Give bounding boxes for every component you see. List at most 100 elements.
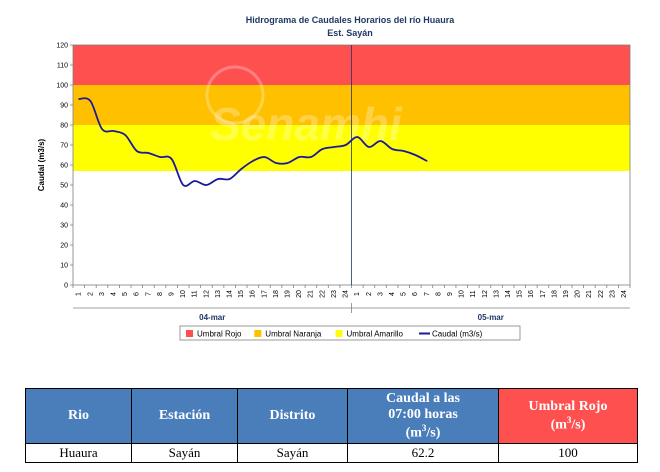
x-tick-label: 12 xyxy=(203,290,210,298)
header-umbral-unit-pre: (m xyxy=(550,417,567,433)
y-tick-label: 120 xyxy=(56,43,68,50)
caudal-point xyxy=(229,178,231,180)
caudal-point xyxy=(414,154,416,156)
y-tick-label: 70 xyxy=(60,143,68,150)
y-tick-label: 90 xyxy=(60,103,68,110)
x-tick-label: 8 xyxy=(157,292,164,296)
day-labels: 04-mar 05-mar xyxy=(199,313,504,322)
x-tick-label: 12 xyxy=(482,290,489,298)
caudal-point xyxy=(287,162,289,164)
caudal-point xyxy=(78,98,80,100)
x-tick-label: 18 xyxy=(273,290,280,298)
x-tick-label: 14 xyxy=(227,290,234,298)
cell-umbral: 100 xyxy=(498,443,638,463)
y-tick-label: 10 xyxy=(60,263,68,270)
x-tick-label: 4 xyxy=(389,292,396,296)
caudal-point xyxy=(252,160,254,162)
cell-estacion: Sayán xyxy=(131,443,238,463)
header-caudal-unit-sup: 3 xyxy=(421,422,427,433)
legend-swatch xyxy=(186,330,193,337)
caudal-point xyxy=(101,128,103,130)
caudal-point xyxy=(345,144,347,146)
caudal-point xyxy=(321,148,324,150)
watermark-text: Senamhi xyxy=(210,98,403,150)
header-caudal-unit-post: /s) xyxy=(426,425,441,441)
header-umbral-unit-post: /s) xyxy=(571,417,586,433)
x-tick-label: 15 xyxy=(517,290,524,298)
x-tick-label: 15 xyxy=(238,290,245,298)
x-tick-label: 24 xyxy=(343,290,350,298)
x-tick-label: 6 xyxy=(134,292,141,296)
x-tick-label: 7 xyxy=(145,292,152,296)
x-tick-label: 19 xyxy=(285,290,292,298)
x-tick-label: 3 xyxy=(377,292,384,296)
y-tick-label: 100 xyxy=(56,83,68,90)
x-tick-label: 24 xyxy=(621,290,628,298)
station-info-table: Rio Estación Distrito Caudal a las 07:00… xyxy=(25,388,638,463)
caudal-point xyxy=(333,146,335,148)
caudal-point xyxy=(240,168,242,170)
legend-item-label: Umbral Rojo xyxy=(197,330,242,339)
chart-svg: Hidrograma de Caudales Horarios del río … xyxy=(37,15,631,341)
y-tick-label: 110 xyxy=(57,63,68,70)
x-tick-label: 7 xyxy=(424,292,431,296)
x-tick-label: 9 xyxy=(168,292,175,296)
caudal-point xyxy=(426,160,428,162)
x-axis-ticks: 1 2 3 4 5 6 7 8 9 10 11 12 13 14 15 16 17 18 19 20 21 22 23 24 1… xyxy=(72,285,631,298)
caudal-point xyxy=(263,156,266,158)
caudal-point xyxy=(310,156,312,158)
x-tick-label: 13 xyxy=(215,290,222,298)
legend-item-label: Umbral Naranja xyxy=(265,330,322,339)
caudal-point xyxy=(368,146,370,148)
caudal-point xyxy=(113,130,115,132)
header-umbral-line1: Umbral Rojo xyxy=(528,398,608,414)
legend-item-label: Umbral Amarillo xyxy=(347,330,404,339)
x-tick-label: 9 xyxy=(447,292,454,296)
x-tick-label: 22 xyxy=(598,290,605,298)
caudal-point xyxy=(89,100,91,102)
hydrograph-chart: Hidrograma de Caudales Horarios del río … xyxy=(37,15,631,341)
x-tick-label: 21 xyxy=(308,290,315,298)
caudal-point xyxy=(182,184,184,186)
x-tick-label: 11 xyxy=(470,290,477,297)
header-caudal-line1: Caudal a las xyxy=(386,390,460,406)
x-tick-label: 8 xyxy=(435,292,442,296)
cell-distrito: Sayán xyxy=(237,443,348,463)
day-label: 05-mar xyxy=(478,313,504,322)
caudal-point xyxy=(391,148,393,150)
caudal-point xyxy=(403,150,405,152)
caudal-point xyxy=(194,180,196,182)
x-tick-label: 23 xyxy=(609,290,616,298)
x-tick-label: 16 xyxy=(250,290,257,298)
x-tick-label: 3 xyxy=(99,292,106,296)
header-caudal-line2: 07:00 horas xyxy=(388,406,458,422)
x-tick-label: 10 xyxy=(180,290,187,298)
x-tick-label: 20 xyxy=(296,290,303,298)
y-tick-label: 20 xyxy=(60,243,68,250)
x-tick-label: 13 xyxy=(493,290,500,298)
header-distrito: Distrito xyxy=(237,388,348,444)
header-umbral-rojo: Umbral Rojo (m3/s) xyxy=(498,388,638,444)
x-tick-label: 1 xyxy=(354,292,361,296)
caudal-point xyxy=(124,134,126,136)
x-tick-label: 4 xyxy=(110,292,117,296)
header-caudal: Caudal a las 07:00 horas (m3/s) xyxy=(347,388,499,444)
y-tick-label: 40 xyxy=(60,203,68,210)
x-tick-label: 10 xyxy=(459,290,466,298)
legend-swatch xyxy=(335,330,343,337)
caudal-point xyxy=(159,156,161,158)
legend-swatch xyxy=(254,330,262,337)
senamhi-watermark: Senamhi xyxy=(205,65,403,150)
x-tick-label: 2 xyxy=(366,292,373,296)
header-rio: Rio xyxy=(25,388,132,444)
legend-box xyxy=(179,325,521,341)
cell-caudal: 62.2 xyxy=(347,443,499,463)
y-tick-label: 30 xyxy=(60,223,68,230)
chart-title: Hidrograma de Caudales Horarios del río … xyxy=(246,15,456,25)
x-tick-label: 17 xyxy=(261,290,268,298)
x-tick-label: 18 xyxy=(551,290,558,298)
caudal-point xyxy=(171,158,173,160)
x-tick-label: 22 xyxy=(319,290,326,298)
x-tick-label: 1 xyxy=(76,292,83,296)
y-axis-ticks: 0 10 20 30 40 50 60 70 80 90 100 110 120 xyxy=(56,43,73,290)
